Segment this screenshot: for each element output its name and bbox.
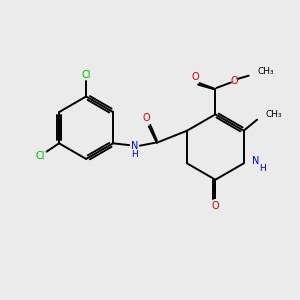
Text: H: H [259,164,266,173]
Text: O: O [230,76,238,86]
Text: N: N [252,156,260,166]
Text: O: O [212,202,219,212]
Text: O: O [142,113,150,123]
Text: N: N [131,141,138,151]
Text: CH₃: CH₃ [266,110,282,119]
Text: Cl: Cl [36,151,45,161]
Text: Cl: Cl [81,70,91,80]
Text: O: O [191,72,199,82]
Text: H: H [131,149,138,158]
Text: CH₃: CH₃ [258,67,274,76]
